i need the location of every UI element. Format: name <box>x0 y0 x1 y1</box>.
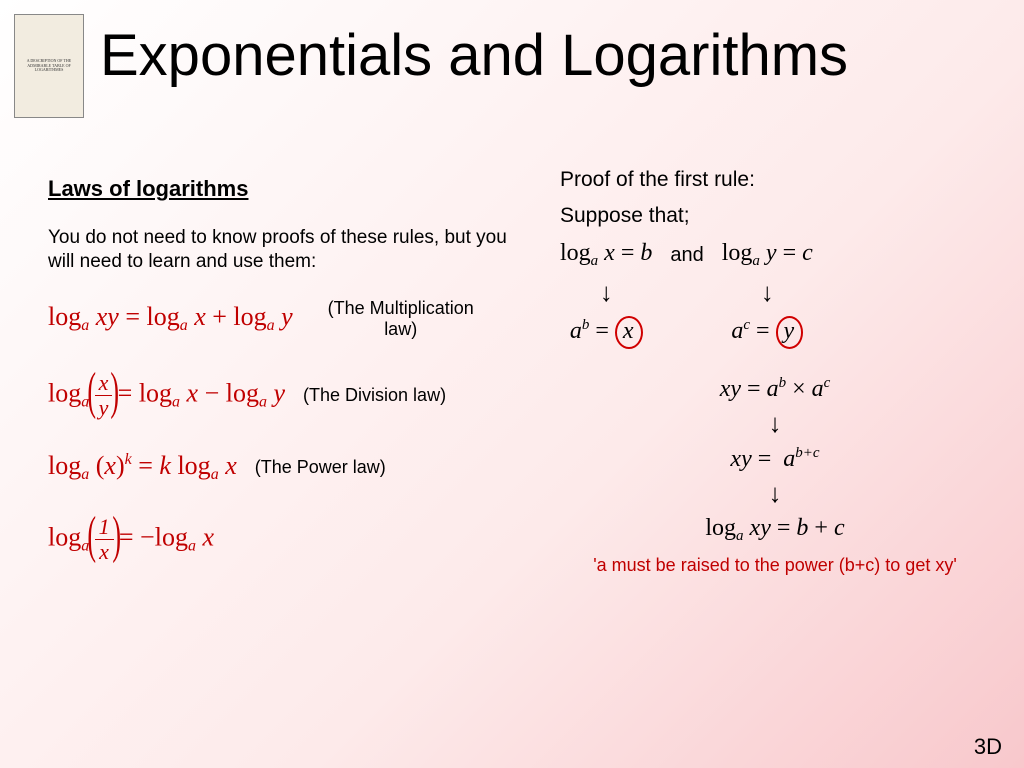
formula-xy-abc: xy = ab+c <box>730 445 819 473</box>
label-power: (The Power law) <box>255 457 386 478</box>
law-division: loga(xy)= loga x − loga y (The Division … <box>48 366 518 425</box>
arrow-down-icon: ↓ <box>769 409 782 439</box>
book-thumbnail-text: A DESCRIPTION OF THE ADMIRABLE TABLE OF … <box>19 59 79 72</box>
right-column: Proof of the first rule: Suppose that; l… <box>560 168 990 577</box>
formula-ab-x: ab = x <box>570 316 643 349</box>
formula-power: loga (x)k = k loga x <box>48 451 237 484</box>
slide-reference: 3D <box>974 734 1002 760</box>
proof-suppose: Suppose that; <box>560 204 990 228</box>
law-power: loga (x)k = k loga x (The Power law) <box>48 451 518 484</box>
formula-xy-abac: xy = ab × ac <box>720 375 831 403</box>
arrow-down-icon: ↓ <box>761 278 774 308</box>
arrow-down-icon: ↓ <box>600 278 613 308</box>
formula-logaxy-bc: loga xy = b + c <box>705 515 844 545</box>
law-multiplication: loga xy = loga x + loga y (The Multiplic… <box>48 298 518 340</box>
book-thumbnail: A DESCRIPTION OF THE ADMIRABLE TABLE OF … <box>14 14 84 118</box>
proof-derivation: xy = ab × ac ↓ xy = ab+c ↓ loga xy = b +… <box>560 375 990 545</box>
label-division: (The Division law) <box>303 385 446 406</box>
laws-intro: You do not need to know proofs of these … <box>48 226 518 274</box>
and-label: and <box>670 244 703 267</box>
proof-heading: Proof of the first rule: <box>560 168 990 192</box>
formula-logay-c: loga y = c <box>722 240 813 270</box>
proof-assumptions: loga x = b ↓ ab = x and loga y = c ↓ ac … <box>560 240 990 349</box>
arrow-down-icon: ↓ <box>769 479 782 509</box>
formula-reciprocal: loga(1x)= −loga x <box>48 510 214 569</box>
left-column: Laws of logarithms You do not need to kn… <box>48 176 518 595</box>
laws-heading: Laws of logarithms <box>48 176 518 202</box>
page-title: Exponentials and Logarithms <box>100 22 1004 89</box>
formula-logax-b: loga x = b <box>560 240 652 270</box>
formula-division: loga(xy)= loga x − loga y <box>48 366 285 425</box>
formula-ac-y: ac = y <box>731 316 803 349</box>
law-reciprocal: loga(1x)= −loga x <box>48 510 518 569</box>
proof-footnote: 'a must be raised to the power (b+c) to … <box>560 555 990 577</box>
formula-multiplication: loga xy = loga x + loga y <box>48 302 293 335</box>
label-multiplication: (The Multiplication law) <box>311 298 491 340</box>
